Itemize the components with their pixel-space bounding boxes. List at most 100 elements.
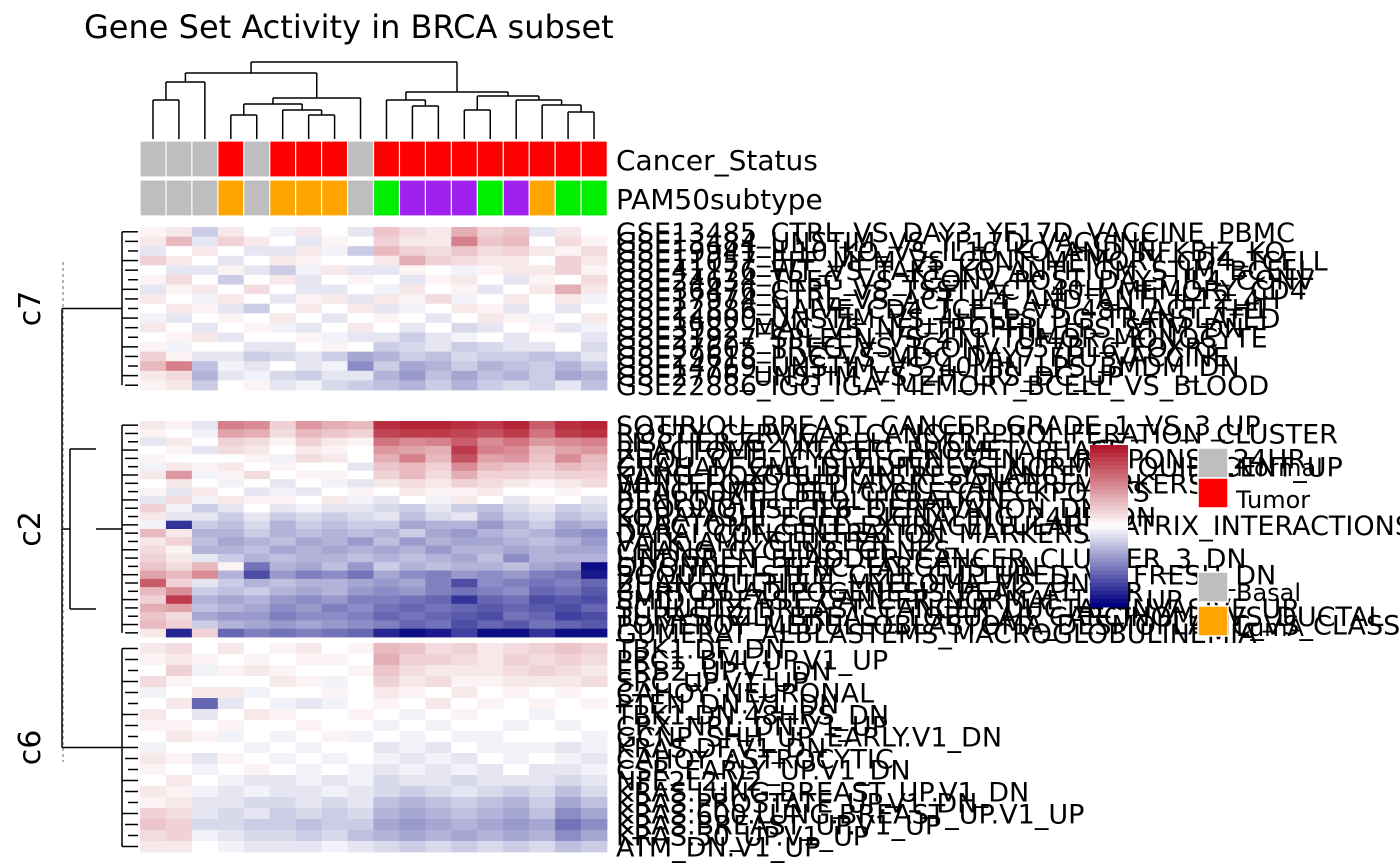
row-label: KANG_DOXORUBICIN_RESISTANCE_UP bbox=[616, 461, 1127, 492]
heatmap-cell bbox=[321, 504, 348, 513]
heatmap-cell bbox=[217, 520, 245, 530]
heatmap-cell bbox=[373, 437, 400, 447]
heatmap-cell bbox=[555, 753, 582, 765]
heatmap-cell bbox=[347, 709, 374, 721]
heatmap-cell bbox=[451, 628, 478, 638]
heatmap-cell bbox=[217, 342, 245, 353]
heatmap-cell bbox=[295, 620, 323, 630]
heatmap-cell bbox=[165, 603, 193, 613]
heatmap-cell bbox=[165, 628, 193, 638]
heatmap-cell bbox=[165, 819, 193, 831]
heatmap-cell bbox=[451, 227, 478, 237]
heatmap-cell bbox=[295, 578, 323, 588]
heatmap-cell bbox=[529, 429, 556, 439]
heatmap-cell bbox=[425, 274, 452, 285]
heatmap-cell bbox=[243, 227, 271, 237]
row-group-labels: c7 c2 c6 bbox=[13, 291, 48, 766]
heatmap-cell bbox=[529, 227, 556, 237]
heatmap-cell bbox=[425, 512, 452, 522]
heatmap-cell bbox=[555, 808, 582, 820]
heatmap-cell bbox=[165, 504, 193, 513]
heatmap-cell bbox=[217, 370, 245, 381]
row-label: GSE17974_CTRL_VS_ACT_IL4_AND_ANTI_IL12_4… bbox=[616, 285, 1281, 316]
heatmap-cell bbox=[529, 322, 556, 333]
heatmap-cell bbox=[529, 775, 556, 787]
heatmap-cell bbox=[581, 294, 608, 305]
color-scale-step bbox=[1090, 505, 1128, 511]
row-label: VALK_AML_CLUSTER_12 bbox=[616, 527, 937, 558]
heatmap-cell bbox=[321, 709, 348, 721]
heatmap-cell bbox=[295, 654, 323, 666]
heatmap-cell bbox=[217, 274, 245, 285]
heatmap-cell bbox=[321, 578, 348, 588]
heatmap-cell bbox=[451, 603, 478, 613]
heatmap-cell bbox=[269, 332, 297, 343]
heatmap-cell bbox=[425, 332, 452, 343]
heatmap-cell bbox=[217, 351, 245, 362]
heatmap-cell bbox=[503, 797, 530, 809]
heatmap-cell bbox=[555, 454, 582, 463]
heatmap-cell bbox=[373, 537, 400, 547]
heatmap-cell bbox=[477, 665, 504, 677]
heatmap-cell bbox=[529, 537, 556, 547]
heatmap-cell bbox=[555, 643, 582, 655]
heatmap-cell bbox=[451, 764, 478, 776]
heatmap-cell bbox=[140, 687, 167, 699]
heatmap-cell bbox=[165, 643, 193, 655]
heatmap-cell bbox=[347, 294, 374, 305]
heatmap-cell bbox=[165, 370, 193, 381]
heatmap-cell bbox=[555, 445, 582, 455]
heatmap-cell bbox=[269, 720, 297, 732]
heatmap-cell bbox=[321, 470, 348, 480]
heatmap-cell bbox=[321, 322, 348, 333]
heatmap-cell bbox=[295, 742, 323, 754]
row-label: SCHUETZ_BREAST_CANCER_DUCTAL_INVASIVE_UP bbox=[616, 594, 1298, 625]
heatmap-cell bbox=[243, 495, 271, 505]
heatmap-cell bbox=[399, 720, 426, 732]
heatmap-cell bbox=[347, 553, 374, 563]
heatmap-cell bbox=[347, 687, 374, 699]
heatmap-cell bbox=[529, 437, 556, 447]
heatmap-cell bbox=[321, 421, 348, 430]
heatmap-cell bbox=[217, 775, 245, 787]
heatmap-cell bbox=[451, 687, 478, 699]
color-scale-step bbox=[1090, 538, 1128, 543]
heatmap-cell bbox=[373, 470, 400, 480]
heatmap-cell bbox=[529, 342, 556, 353]
heatmap-cell bbox=[451, 587, 478, 596]
heatmap-cell bbox=[243, 504, 271, 513]
heatmap-cell bbox=[503, 643, 530, 655]
heatmap-cell bbox=[581, 545, 608, 555]
heatmap-cell bbox=[243, 445, 271, 455]
heatmap-cell bbox=[243, 284, 271, 295]
color-scale-step bbox=[1090, 489, 1128, 495]
heatmap-cell bbox=[581, 786, 608, 798]
heatmap-cell bbox=[503, 665, 530, 677]
heatmap-cell bbox=[269, 462, 297, 472]
heatmap-cell bbox=[165, 698, 193, 710]
row-label: TBK1.DN.48HRS_DN bbox=[615, 701, 889, 732]
heatmap-cell bbox=[425, 709, 452, 721]
heatmap-cell bbox=[581, 421, 608, 430]
heatmap-cell bbox=[503, 562, 530, 571]
heatmap-cell bbox=[581, 620, 608, 630]
heatmap-cell bbox=[373, 786, 400, 798]
heatmap-cell bbox=[243, 775, 271, 787]
heatmap-cell bbox=[503, 676, 530, 688]
heatmap-cell bbox=[321, 570, 348, 580]
heatmap-cell bbox=[451, 313, 478, 324]
heatmap-cell bbox=[373, 709, 400, 721]
heatmap-cell bbox=[529, 246, 556, 257]
heatmap-cell bbox=[191, 628, 219, 638]
heatmap-cell bbox=[243, 421, 271, 430]
heatmap-cell bbox=[321, 284, 348, 295]
heatmap-cell bbox=[321, 265, 348, 276]
heatmap-cell bbox=[425, 654, 452, 666]
heatmap-cell bbox=[217, 786, 245, 798]
heatmap-cell bbox=[373, 731, 400, 743]
color-scale-step bbox=[1090, 562, 1128, 567]
heatmap-cell bbox=[503, 462, 530, 472]
heatmap-cell bbox=[581, 709, 608, 721]
heatmap-cell bbox=[451, 553, 478, 563]
legend-label: LumA bbox=[1236, 614, 1305, 642]
